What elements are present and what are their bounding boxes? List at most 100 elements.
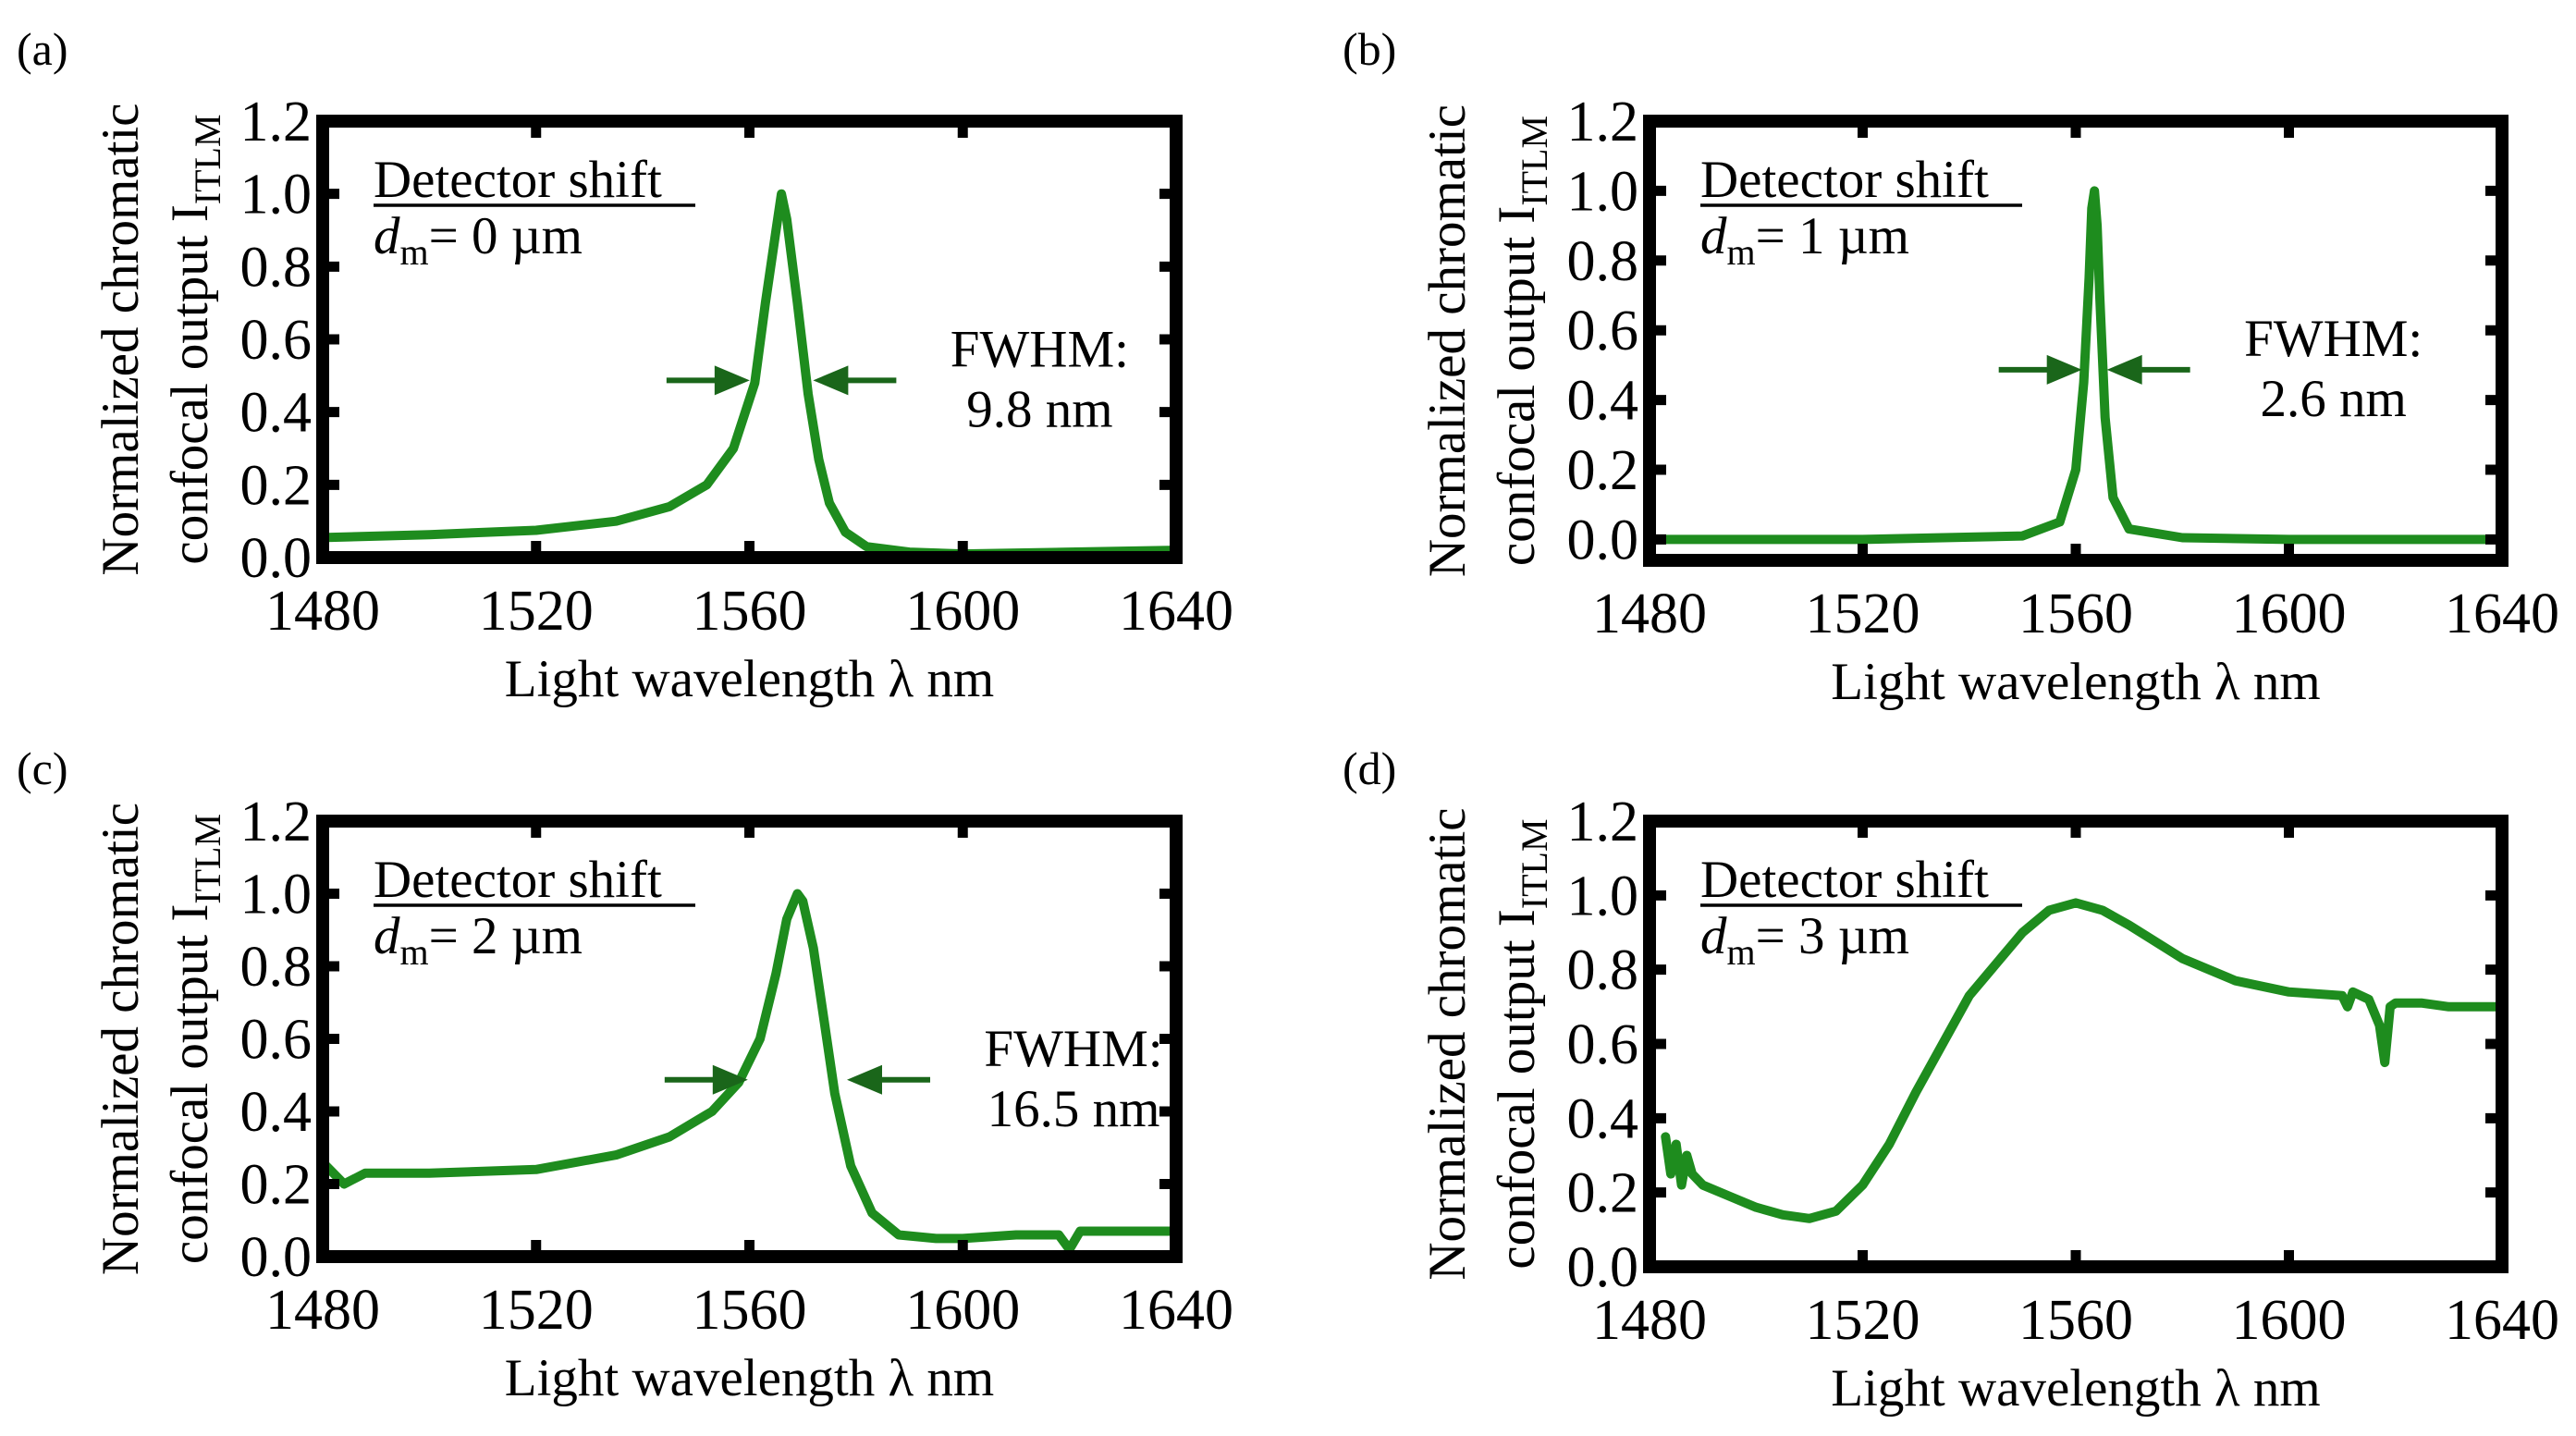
- panel-label: (c): [17, 743, 68, 794]
- fwhm-value: 2.6 nm: [2260, 370, 2406, 428]
- x-tick-label: 1640: [2445, 1289, 2559, 1352]
- y-axis-label-line2: confocal output IITLM: [1488, 818, 1555, 1269]
- chart-panel-3: (c) 1480 1520 1560 1600 1640 0.0 0.2 0.4 0.6 0.8 1.…: [17, 743, 1233, 1407]
- x-axis-label: Light wavelength λ nm: [1831, 653, 2320, 711]
- y-axis-label-text: confocal output I: [161, 204, 219, 564]
- y-axis-label-text: confocal output I: [1488, 206, 1546, 566]
- legend-eq: = 0 µm: [429, 207, 583, 265]
- series-line-1: [323, 889, 1176, 1255]
- fwhm-arrowhead-right: [813, 365, 849, 396]
- x-tick-label: 1640: [2445, 583, 2559, 645]
- fwhm-arrowhead-right: [2106, 354, 2142, 385]
- x-tick-label: 1600: [2232, 583, 2347, 645]
- y-tick-label: 1.2: [240, 91, 313, 153]
- y-tick-label: 0.4: [240, 1081, 313, 1144]
- x-tick-label: 1560: [693, 1279, 807, 1342]
- y-axis-label-line2: confocal output IITLM: [161, 814, 228, 1264]
- legend-title: Detector shift: [1700, 851, 1989, 909]
- y-tick-label: 0.8: [240, 936, 313, 999]
- y-axis-label-line1: Normalized chromatic: [1418, 104, 1477, 577]
- y-tick-label: 0.0: [240, 1226, 313, 1289]
- y-tick-label: 1.2: [1567, 791, 1639, 853]
- legend-sub: m: [400, 231, 429, 273]
- fwhm-arrowhead-left: [712, 1064, 748, 1095]
- x-tick-label: 1520: [479, 1279, 594, 1342]
- fwhm-arrowhead-left: [714, 365, 750, 396]
- legend-title: Detector shift: [374, 151, 662, 209]
- y-axis-label-subscript: ITLM: [1514, 116, 1555, 206]
- legend-var: d: [374, 207, 400, 265]
- y-axis-label-subscript: ITLM: [187, 114, 228, 204]
- y-tick-label: 0.0: [240, 527, 313, 590]
- legend-sub: m: [400, 931, 429, 973]
- y-axis-label-line2: confocal output IITLM: [1488, 116, 1555, 566]
- x-tick-label: 1600: [905, 580, 1020, 643]
- y-axis-label-line1: Normalized chromatic: [92, 803, 150, 1275]
- legend-title: Detector shift: [1700, 151, 1989, 209]
- legend-sub: m: [1727, 931, 1756, 973]
- y-tick-label: 1.2: [240, 791, 313, 853]
- y-axis-label-subscript: ITLM: [187, 814, 228, 904]
- x-tick-label: 1480: [265, 580, 380, 643]
- x-tick-label: 1520: [1806, 1289, 1920, 1352]
- fwhm-label: FWHM:: [2244, 310, 2423, 368]
- fwhm-arrowhead-right: [847, 1064, 883, 1095]
- y-axis-label-subscript: ITLM: [1514, 818, 1555, 909]
- legend-sub: m: [1727, 231, 1756, 273]
- legend-eq: = 3 µm: [1756, 907, 1909, 965]
- x-tick-label: 1640: [1119, 580, 1233, 643]
- legend-title: Detector shift: [374, 851, 662, 909]
- x-tick-label: 1480: [1592, 583, 1707, 645]
- y-tick-label: 0.2: [1567, 439, 1639, 502]
- x-tick-label: 1600: [2232, 1289, 2347, 1352]
- series-line-1: [323, 189, 1176, 558]
- y-axis-label-line1: Normalized chromatic: [92, 103, 150, 575]
- y-tick-label: 0.8: [240, 236, 313, 299]
- y-tick-label: 0.2: [240, 454, 313, 517]
- legend-value: dm= 1 µm: [1700, 207, 1909, 273]
- chart-panel-2: (b) 1480 1520 1560 1600 1640 0.0 0.20.4 0.6 0.8 1.…: [1343, 23, 2559, 711]
- y-tick-label: 0.6: [240, 309, 313, 372]
- legend-eq: = 2 µm: [429, 907, 583, 965]
- panel-label: (b): [1343, 23, 1396, 75]
- y-tick-label: 0.0: [1567, 1236, 1639, 1299]
- panel-label: (a): [17, 23, 68, 75]
- chart-panel-1: (a) 1480 1520 1560 1600 1640 0.0 0.2 0.4 0.6 0.8 1.…: [17, 23, 1233, 708]
- chart-panel-4: (d) 1480 1520 1560 1600 1640 0.0 0.2 0.4 0.6 0.8 1.…: [1343, 743, 2559, 1418]
- x-tick-label: 1480: [265, 1279, 380, 1342]
- y-tick-label: 1.2: [1567, 91, 1639, 153]
- y-axis-label-text: confocal output I: [1488, 909, 1546, 1269]
- series-line-1: [1661, 898, 2502, 1223]
- legend-value: dm= 0 µm: [374, 207, 583, 273]
- x-tick-label: 1520: [1806, 583, 1920, 645]
- y-tick-label: 0.4: [1567, 370, 1639, 433]
- x-tick-label: 1600: [905, 1279, 1020, 1342]
- y-axis-label-line2: confocal output IITLM: [161, 114, 228, 564]
- y-tick-label: 0.8: [1567, 939, 1639, 1002]
- y-tick-label: 0.8: [1567, 230, 1639, 293]
- y-tick-label: 0.4: [240, 382, 313, 445]
- legend-var: d: [1700, 907, 1727, 965]
- x-axis-label: Light wavelength λ nm: [505, 1349, 994, 1407]
- y-tick-label: 0.0: [1567, 509, 1639, 571]
- x-axis-label: Light wavelength λ nm: [1831, 1359, 2320, 1418]
- y-tick-label: 0.6: [1567, 1013, 1639, 1076]
- legend-value: dm= 2 µm: [374, 907, 583, 973]
- y-axis-label-line1: Normalized chromatic: [1418, 807, 1477, 1280]
- legend-eq: = 1 µm: [1756, 207, 1909, 265]
- series-line-1: [1650, 186, 2502, 545]
- x-tick-label: 1560: [693, 580, 807, 643]
- y-tick-label: 0.6: [1567, 300, 1639, 362]
- legend-var: d: [374, 907, 400, 965]
- y-tick-label: 1.0: [240, 864, 313, 927]
- fwhm-value: 9.8 nm: [966, 380, 1112, 438]
- y-tick-label: 0.2: [240, 1154, 313, 1217]
- y-tick-label: 0.6: [240, 1009, 313, 1072]
- fwhm-value: 16.5 nm: [987, 1080, 1160, 1138]
- y-axis-label-text: confocal output I: [161, 904, 219, 1264]
- fwhm-arrowhead-left: [2046, 354, 2082, 385]
- x-tick-label: 1560: [2018, 583, 2133, 645]
- y-tick-label: 1.0: [1567, 160, 1639, 223]
- y-tick-label: 1.0: [240, 164, 313, 227]
- fwhm-label: FWHM:: [951, 320, 1129, 378]
